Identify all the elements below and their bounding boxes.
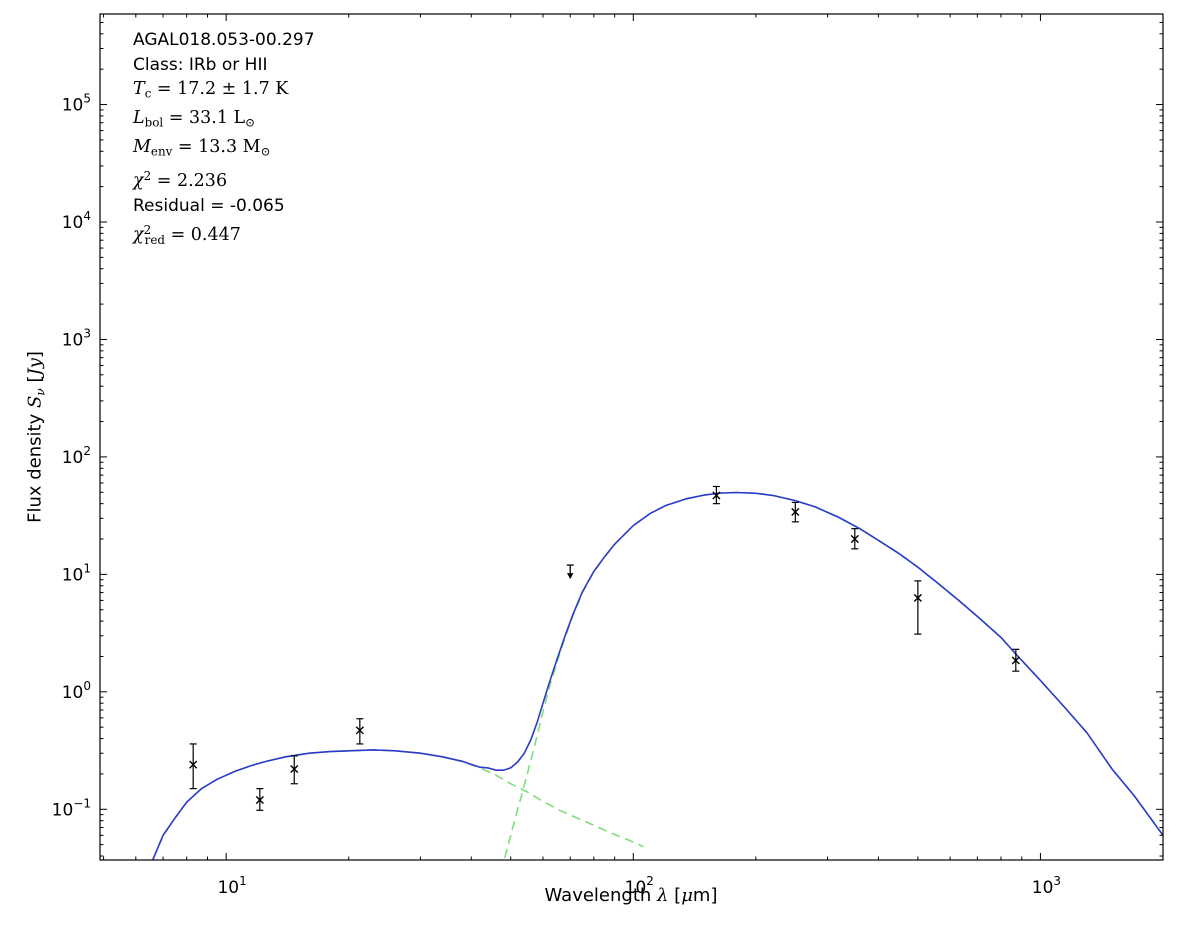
y-tick-label: 102 (62, 444, 91, 468)
x-axis-label: Wavelength λ [μm] (545, 885, 718, 906)
x-tick-label: 102 (625, 874, 654, 898)
text-segment: bol (144, 115, 164, 130)
text-segment: χ (133, 171, 144, 192)
series-group (151, 491, 1163, 860)
data-point (913, 580, 922, 635)
text-segment: λ (657, 885, 669, 906)
data-point (1011, 648, 1020, 672)
x-marker (1011, 656, 1020, 665)
data-point (255, 787, 264, 811)
text-segment: μ (681, 885, 693, 906)
data-points-group (189, 485, 1020, 811)
text-segment: 2 (143, 223, 152, 238)
fit-annotation: AGAL018.053-00.297 Class: IRb or HII Tc = … (133, 28, 315, 252)
x-tick-label: 103 (1032, 874, 1061, 898)
data-point (712, 485, 721, 505)
upper-limit (566, 564, 574, 580)
annotation-line-2: Class: IRb or HII (133, 53, 315, 78)
text-segment: L (133, 108, 145, 129)
text-segment: [ (24, 375, 46, 389)
text-segment: ⊙ (245, 115, 256, 130)
text-segment: red (144, 232, 165, 247)
x-marker (189, 760, 198, 769)
total-model-curve (151, 491, 1163, 860)
text-segment: Wavelength (544, 885, 658, 906)
y-tick-label: 101 (62, 561, 91, 585)
plot-frame (99, 13, 1164, 861)
text-segment: S (24, 395, 46, 409)
x-marker (290, 764, 299, 774)
text-segment: = 2.236 (151, 171, 228, 192)
x-marker (913, 593, 922, 603)
annotation-line-8: χ2red = 0.447 (133, 218, 315, 252)
text-segment: Flux density (24, 408, 46, 523)
text-segment: Jy (24, 358, 46, 376)
warm-component-curve (151, 749, 644, 860)
data-point (791, 501, 800, 523)
text-segment: M (133, 137, 151, 158)
y-tick-label: 105 (62, 92, 91, 116)
annotation-line-7: Residual = -0.065 (133, 194, 315, 219)
data-point (850, 528, 859, 550)
annotation-line-5: Menv = 13.3 M⊙ (133, 135, 315, 164)
text-segment: = 33.1 L (163, 108, 246, 129)
text-segment: AGAL018.053-00.297 (133, 30, 315, 50)
text-segment: = 0.447 (165, 225, 241, 246)
text-segment: χ (133, 225, 144, 246)
text-segment: 2 (143, 169, 152, 184)
x-marker (255, 795, 264, 805)
text-segment: ⊙ (260, 144, 271, 159)
text-segment: ] (24, 351, 46, 359)
text-segment: [ (668, 885, 682, 906)
annotation-line-6: χ2 = 2.236 (133, 164, 315, 193)
x-marker (791, 507, 800, 517)
text-segment: = 17.2 ± 1.7 K (151, 79, 289, 99)
down-arrow-icon (567, 573, 574, 580)
y-axis-label: Flux density Sν [Jy] (25, 351, 48, 523)
data-point (355, 718, 364, 745)
y-tick-label: 10−1 (52, 796, 91, 820)
cold-component-curve (503, 491, 1163, 860)
text-segment: c (144, 86, 152, 101)
y-tick-label: 100 (62, 679, 91, 703)
x-tick-label: 101 (217, 874, 246, 898)
x-marker (712, 491, 721, 500)
text-segment: Residual = -0.065 (133, 195, 285, 216)
x-marker (355, 726, 364, 735)
annotation-line-1: AGAL018.053-00.297 (133, 28, 315, 53)
text-segment: env (150, 144, 173, 159)
annotation-line-4: Lbol = 33.1 L⊙ (133, 106, 315, 135)
text-segment: Class: IRb or HII (133, 54, 268, 75)
ticks-group (100, 14, 1164, 860)
text-segment: m] (692, 885, 718, 906)
annotation-line-3: Tc = 17.2 ± 1.7 K (133, 77, 315, 106)
data-point (189, 743, 198, 790)
x-marker (850, 534, 859, 544)
text-segment: = 13.3 M (172, 137, 261, 158)
y-tick-label: 103 (62, 326, 91, 350)
y-tick-label: 104 (62, 209, 91, 233)
text-segment: ν (33, 388, 48, 396)
text-segment: T (133, 79, 145, 99)
data-point (290, 755, 299, 785)
